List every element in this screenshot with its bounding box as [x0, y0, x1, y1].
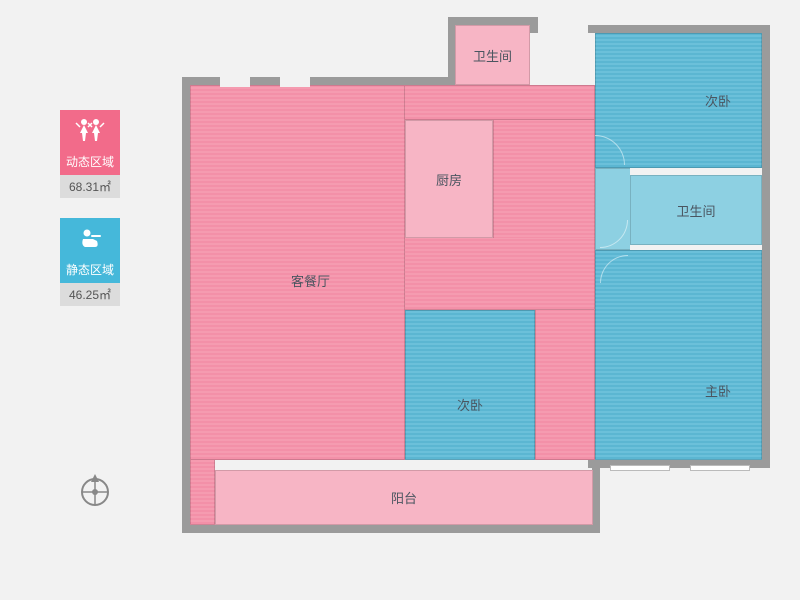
room-kitchen: 厨房: [405, 120, 493, 238]
window-notch: [690, 465, 750, 471]
legend-static: 静态区域 46.25㎡: [60, 218, 130, 306]
room-kitchen-label: 厨房: [436, 170, 462, 189]
room-living-label: 客餐厅: [291, 271, 330, 290]
room-bed-sec1-label: 次卧: [705, 91, 731, 110]
balcony-side-left: [190, 460, 215, 525]
wall: [182, 77, 190, 532]
wall: [762, 25, 770, 468]
room-living-ext4: [535, 310, 595, 460]
room-living-ext1: [405, 85, 595, 120]
window-notch: [220, 75, 250, 87]
room-bed-sec2-label: 次卧: [457, 395, 483, 414]
wall: [588, 25, 770, 33]
room-bath2-label: 卫生间: [676, 201, 715, 220]
room-bed-sec2: 次卧: [405, 310, 535, 460]
room-living: 客餐厅: [190, 85, 405, 460]
wall: [182, 525, 600, 533]
window-notch: [610, 465, 670, 471]
legend-static-label: 静态区域: [60, 258, 120, 283]
room-living-ext2: [493, 120, 595, 240]
room-bed-sec1: 次卧: [595, 33, 762, 168]
room-bed-main: 主卧: [595, 250, 762, 460]
window-notch: [280, 75, 310, 87]
floorplan: 客餐厅 厨房 卫生间 次卧 卫生间 次卧 主卧 阳台: [190, 25, 770, 565]
wall: [448, 17, 538, 25]
legend-dynamic: 动态区域 68.31㎡: [60, 110, 130, 198]
room-bed-main-label: 主卧: [705, 381, 731, 400]
room-living-ext3: [405, 238, 595, 310]
legend-dynamic-label: 动态区域: [60, 150, 120, 175]
corridor-blue: [595, 168, 630, 250]
legend-dynamic-value: 68.31㎡: [60, 175, 120, 198]
room-balcony: 阳台: [215, 470, 593, 525]
person-reading-icon: [60, 218, 120, 258]
room-balcony-label: 阳台: [391, 488, 417, 507]
compass-icon: [75, 470, 115, 510]
room-bath1: 卫生间: [455, 25, 530, 85]
wall: [592, 460, 600, 533]
people-dancing-icon: [60, 110, 120, 150]
room-bath2: 卫生间: [630, 175, 762, 245]
room-bath1-label: 卫生间: [473, 46, 512, 65]
legend: 动态区域 68.31㎡ 静态区域 46.25㎡: [60, 110, 130, 326]
legend-static-value: 46.25㎡: [60, 283, 120, 306]
wall: [530, 17, 538, 33]
